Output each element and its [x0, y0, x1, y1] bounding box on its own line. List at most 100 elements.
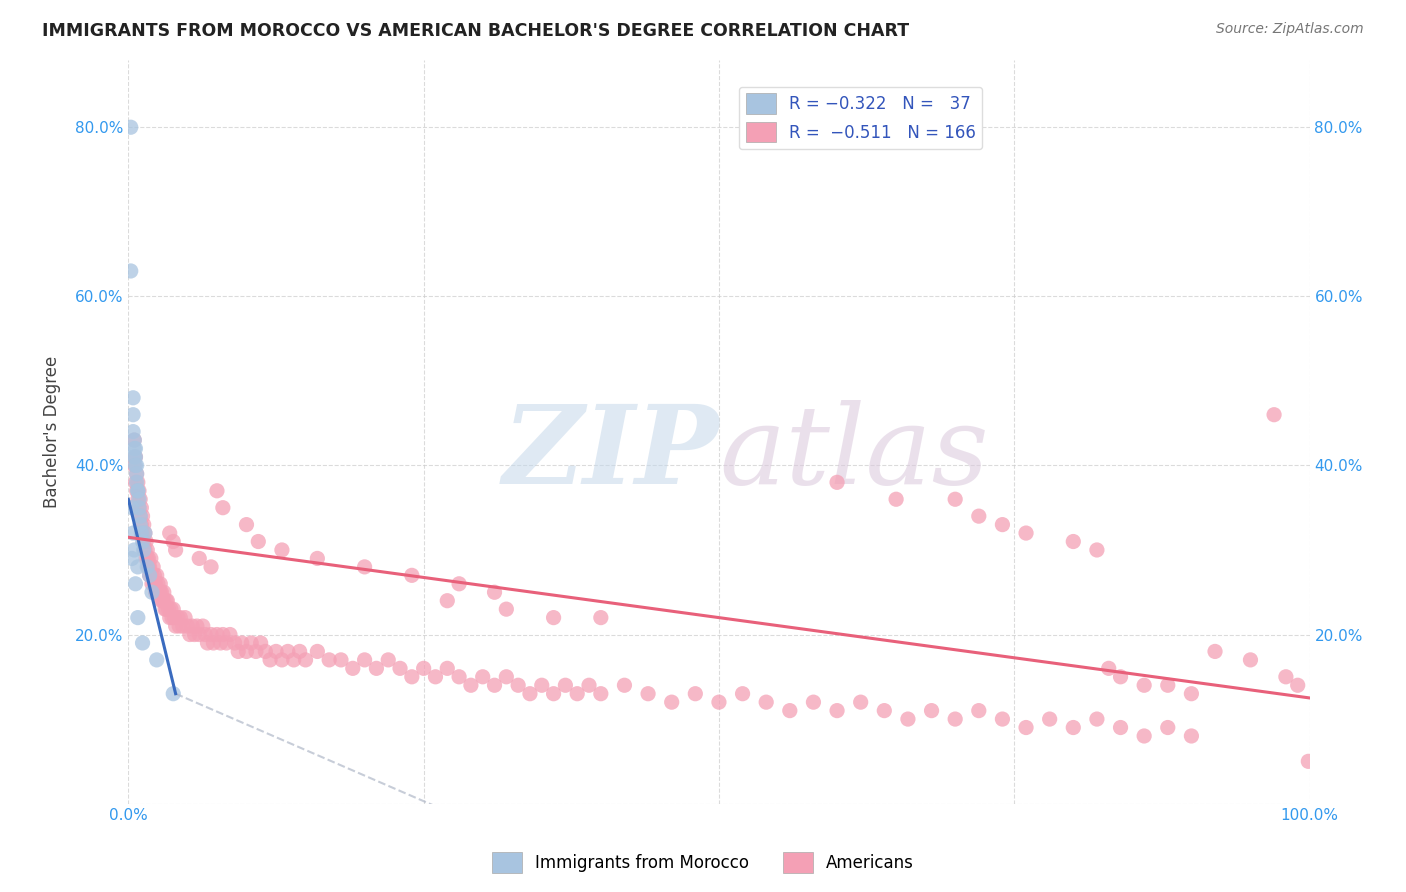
Point	[401, 568, 423, 582]
Point	[188, 551, 211, 566]
Point	[215, 636, 238, 650]
Point	[145, 585, 167, 599]
Point	[508, 678, 530, 692]
Point	[121, 500, 143, 515]
Point	[212, 500, 235, 515]
Point	[731, 687, 754, 701]
Point	[240, 636, 263, 650]
Point	[803, 695, 825, 709]
Point	[401, 670, 423, 684]
Point	[1062, 721, 1084, 735]
Point	[129, 509, 152, 524]
Point	[1109, 721, 1132, 735]
Point	[471, 670, 494, 684]
Point	[136, 543, 159, 558]
Point	[202, 636, 225, 650]
Point	[136, 551, 159, 566]
Point	[156, 593, 179, 607]
Point	[183, 627, 205, 641]
Point	[131, 517, 153, 532]
Point	[943, 712, 966, 726]
Point	[264, 644, 287, 658]
Point	[519, 687, 541, 701]
Point	[134, 526, 156, 541]
Point	[124, 433, 146, 447]
Point	[136, 560, 159, 574]
Point	[149, 576, 172, 591]
Point	[138, 568, 160, 582]
Point	[245, 644, 267, 658]
Point	[235, 517, 257, 532]
Point	[554, 678, 576, 692]
Point	[172, 619, 194, 633]
Point	[1098, 661, 1121, 675]
Point	[1286, 678, 1309, 692]
Point	[219, 627, 242, 641]
Point	[186, 619, 208, 633]
Point	[661, 695, 683, 709]
Point	[1015, 526, 1038, 541]
Point	[145, 653, 167, 667]
Point	[412, 661, 434, 675]
Point	[174, 610, 197, 624]
Point	[176, 619, 198, 633]
Point	[849, 695, 872, 709]
Point	[127, 475, 149, 490]
Point	[205, 627, 228, 641]
Point	[249, 636, 271, 650]
Point	[495, 602, 517, 616]
Point	[530, 678, 553, 692]
Point	[288, 644, 311, 658]
Point	[283, 653, 305, 667]
Point	[138, 568, 160, 582]
Point	[377, 653, 399, 667]
Point	[200, 627, 222, 641]
Point	[141, 568, 163, 582]
Point	[1085, 543, 1108, 558]
Point	[127, 483, 149, 498]
Point	[128, 492, 150, 507]
Text: IMMIGRANTS FROM MOROCCO VS AMERICAN BACHELOR'S DEGREE CORRELATION CHART: IMMIGRANTS FROM MOROCCO VS AMERICAN BACH…	[42, 22, 910, 40]
Point	[125, 475, 148, 490]
Point	[825, 704, 848, 718]
Point	[132, 543, 155, 558]
Point	[1239, 653, 1261, 667]
Point	[259, 653, 281, 667]
Point	[1204, 644, 1226, 658]
Point	[129, 509, 152, 524]
Point	[128, 483, 150, 498]
Point	[124, 450, 146, 464]
Point	[342, 661, 364, 675]
Point	[143, 568, 166, 582]
Point	[449, 576, 471, 591]
Point	[124, 450, 146, 464]
Point	[125, 467, 148, 481]
Point	[124, 442, 146, 456]
Point	[167, 619, 190, 633]
Point	[967, 704, 990, 718]
Point	[235, 644, 257, 658]
Point	[613, 678, 636, 692]
Point	[122, 526, 145, 541]
Point	[124, 450, 146, 464]
Point	[567, 687, 589, 701]
Point	[307, 644, 329, 658]
Point	[122, 408, 145, 422]
Point	[589, 687, 612, 701]
Point	[125, 458, 148, 473]
Point	[165, 543, 187, 558]
Point	[330, 653, 353, 667]
Point	[1062, 534, 1084, 549]
Point	[160, 602, 183, 616]
Point	[124, 475, 146, 490]
Point	[1263, 408, 1285, 422]
Text: ZIP: ZIP	[502, 401, 718, 508]
Point	[150, 593, 173, 607]
Point	[135, 551, 157, 566]
Point	[122, 425, 145, 439]
Point	[128, 500, 150, 515]
Point	[122, 391, 145, 405]
Point	[884, 492, 907, 507]
Point	[707, 695, 730, 709]
Point	[271, 653, 294, 667]
